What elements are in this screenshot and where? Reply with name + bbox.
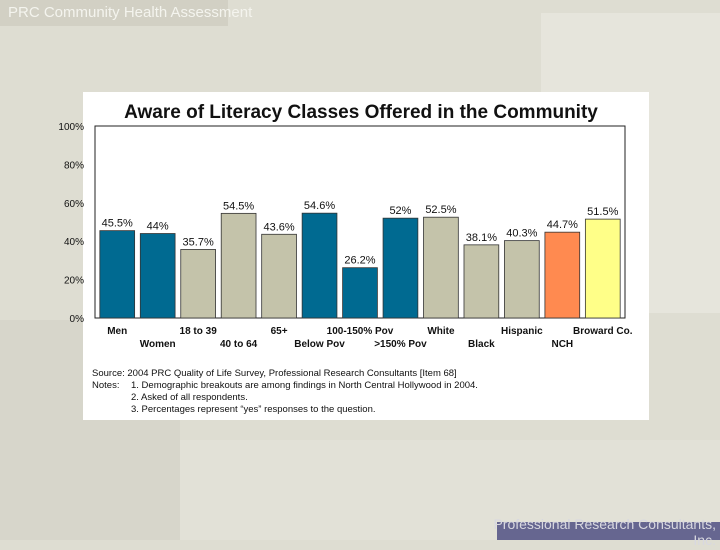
y-tick-label: 40% [64, 237, 84, 248]
y-tick-label: 100% [58, 122, 84, 133]
value-label: 35.7% [183, 236, 214, 248]
source-line: Source: 2004 PRC Quality of Life Survey,… [92, 368, 457, 379]
category-label: NCH [551, 339, 573, 350]
bar-broward-co- [584, 218, 621, 319]
bar-white [423, 216, 459, 319]
bar-65- [261, 233, 297, 319]
bar--150-pov [382, 217, 419, 319]
value-labels-group: 45.5% 44% 35.7% 54.5% 43.6% 54.6% 26.2% 52% 52.5… [102, 200, 619, 267]
value-label: 54.5% [223, 200, 254, 212]
category-label: 18 to 39 [180, 326, 218, 337]
footer-company: Professional Research Consultants, [493, 516, 716, 532]
bar-nch [544, 231, 581, 319]
value-label: 54.6% [304, 200, 335, 212]
value-label: 38.1% [466, 232, 497, 244]
y-tick-label: 20% [64, 276, 84, 287]
note-3: 3. Percentages represent “yes” responses… [131, 404, 376, 415]
category-label: White [427, 326, 455, 337]
footer-box [497, 522, 720, 540]
bars-group [99, 212, 621, 319]
bar-hispanic [504, 240, 540, 319]
category-label: 65+ [271, 326, 288, 337]
y-tick-label: 60% [64, 199, 84, 210]
category-label: Women [140, 339, 176, 350]
value-label: 43.6% [263, 221, 294, 233]
value-label: 26.2% [344, 255, 375, 267]
category-label: 40 to 64 [220, 339, 258, 350]
bar-100-150-pov [342, 267, 378, 319]
y-tick-label: 80% [64, 160, 84, 171]
bar-40-to-64 [220, 212, 257, 319]
category-label: Black [468, 339, 495, 350]
footer-company-line2: Inc. [693, 532, 716, 548]
value-label: 44.7% [547, 219, 578, 231]
category-label: Men [107, 326, 127, 337]
value-label: 44% [147, 221, 169, 233]
category-label: Broward Co. [573, 326, 633, 337]
y-tick-label: 0% [70, 314, 85, 325]
bar-below-pov [301, 212, 338, 319]
value-label: 51.5% [587, 206, 618, 218]
value-label: 52.5% [425, 204, 456, 216]
note-2: 2. Asked of all respondents. [131, 392, 248, 403]
value-label: 45.5% [102, 218, 133, 230]
category-label: Below Pov [294, 339, 345, 350]
bar-black [463, 244, 500, 319]
category-label: Hispanic [501, 326, 543, 337]
value-label: 52% [389, 205, 411, 217]
chart-title: Aware of Literacy Classes Offered in the… [124, 102, 598, 123]
bar-women [139, 233, 176, 319]
note-1: 1. Demographic breakouts are among findi… [131, 380, 478, 391]
bar-18-to-39 [180, 249, 216, 319]
category-label: 100-150% Pov [327, 326, 394, 337]
y-axis-ticks: 0% 20% 40% 60% 80% 100% [58, 122, 84, 325]
header-title: PRC Community Health Assessment [0, 0, 252, 26]
category-label: >150% Pov [374, 339, 427, 350]
value-label: 40.3% [506, 228, 537, 240]
bar-men [99, 230, 136, 319]
notes-label: Notes: [92, 380, 120, 391]
